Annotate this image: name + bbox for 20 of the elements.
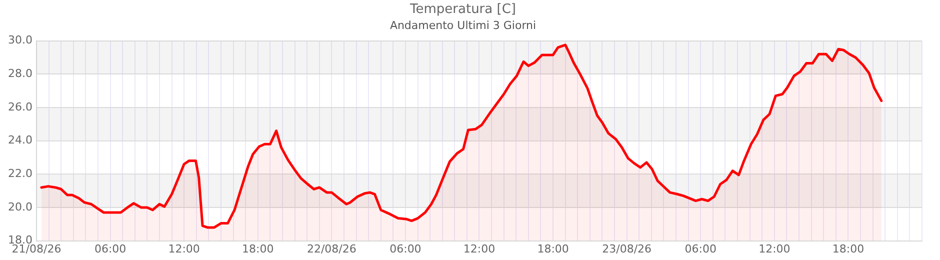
x-tick-label: 23/08/26 [602, 242, 652, 256]
x-tick-label: 06:00 [684, 242, 716, 256]
x-tick-label: 22/08/26 [306, 242, 356, 256]
chart-title: Temperatura [C] [409, 2, 516, 18]
x-tick-label: 06:00 [94, 242, 126, 256]
x-tick-label: 18:00 [832, 242, 864, 256]
x-tick-label: 06:00 [390, 242, 422, 256]
y-tick-label: 26.0 [8, 100, 32, 114]
y-tick-label: 30.0 [8, 34, 32, 47]
chart-subtitle: Andamento Ultimi 3 Giorni [390, 19, 536, 32]
x-tick-label: 21/08/26 [12, 242, 62, 256]
x-tick-label: 12:00 [758, 242, 790, 256]
y-tick-label: 24.0 [8, 134, 32, 147]
x-tick-label: 12:00 [463, 242, 496, 256]
y-tick-label: 22.0 [8, 166, 32, 180]
x-tick-label: 18:00 [537, 242, 569, 256]
x-tick-label: 12:00 [168, 242, 200, 256]
x-tick-label: 18:00 [242, 242, 274, 256]
y-tick-label: 20.0 [8, 200, 32, 214]
y-tick-label: 28.0 [8, 66, 32, 80]
